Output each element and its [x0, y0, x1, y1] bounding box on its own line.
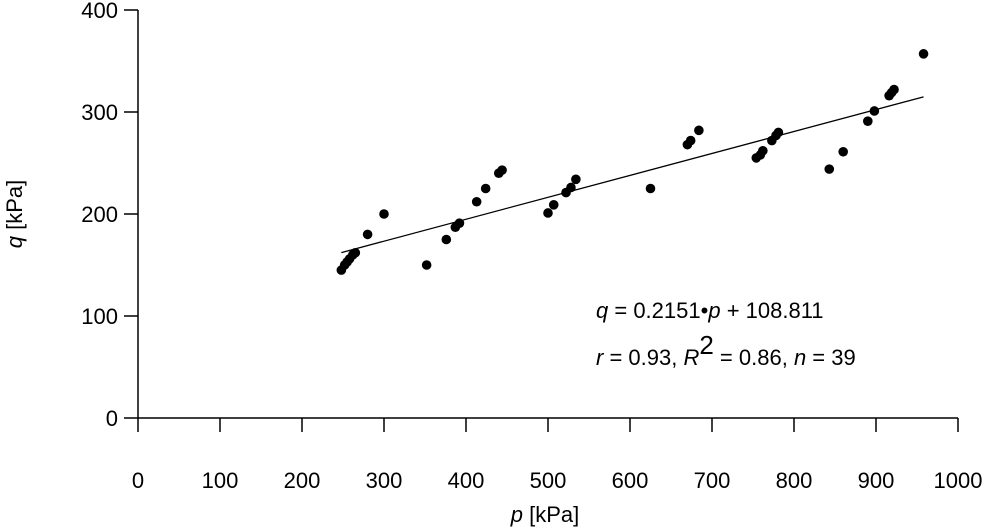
data-point	[548, 200, 559, 210]
eq-var-q: q	[596, 298, 609, 323]
x-tick-label: 900	[858, 468, 895, 493]
data-point	[480, 183, 491, 194]
regression-line	[341, 96, 924, 254]
stat-r-text: = 0.93,	[603, 345, 683, 370]
eq-var-p: p	[707, 298, 720, 323]
x-tick-label: 200	[284, 468, 321, 493]
eq-tail: + 108.811	[721, 298, 824, 323]
stat-R-var: R	[683, 345, 699, 370]
x-axis-unit: [kPa]	[523, 502, 579, 527]
x-tick-label: 700	[694, 468, 731, 493]
data-point	[497, 165, 507, 175]
stat-n-var: n	[794, 345, 806, 370]
y-tick-label: 0	[106, 406, 118, 431]
data-point	[543, 208, 553, 218]
data-point	[471, 196, 482, 207]
x-tick-label: 400	[448, 468, 485, 493]
y-axis-label: q [kPa]	[2, 180, 27, 249]
stats-line: r = 0.93, R2 = 0.86, n = 39	[596, 330, 856, 370]
y-tick-label: 400	[81, 0, 118, 23]
data-point	[838, 146, 848, 157]
data-point	[918, 49, 929, 59]
x-axis-var: p	[510, 502, 523, 527]
data-point	[566, 182, 576, 193]
stat-R-sup: 2	[699, 330, 713, 360]
x-tick-label: 1000	[934, 468, 983, 493]
data-point	[454, 218, 465, 228]
y-axis-unit: [kPa]	[2, 180, 27, 236]
y-tick-label: 100	[81, 304, 118, 329]
data-point	[379, 209, 389, 219]
data-point	[441, 234, 452, 245]
data-point	[694, 125, 704, 136]
x-tick-label: 500	[530, 468, 567, 493]
data-point	[571, 174, 581, 185]
y-tick-label: 200	[81, 202, 118, 227]
data-point	[824, 164, 835, 174]
x-tick-label: 300	[366, 468, 403, 493]
eq-mid: = 0.2151•	[608, 298, 708, 323]
x-tick-label: 0	[132, 468, 144, 493]
data-point	[350, 247, 361, 258]
data-points	[336, 49, 929, 275]
data-point	[869, 106, 880, 116]
x-axis-label: p [kPa]	[510, 502, 580, 527]
y-ticks: 0 100 200 300 400	[81, 0, 138, 431]
y-tick-label: 300	[81, 100, 118, 125]
stat-R-text: = 0.86,	[714, 345, 794, 370]
stat-r-var: r	[596, 345, 605, 370]
data-point	[421, 260, 432, 270]
x-tick-label: 100	[202, 468, 239, 493]
x-ticks: 0 100 200 300 400 500 600 700 800 900 1000	[132, 418, 983, 493]
data-point	[685, 135, 696, 146]
equation-line: q = 0.2151•p + 108.811	[596, 298, 824, 323]
stat-n-text: = 39	[806, 345, 856, 370]
data-point	[773, 127, 784, 138]
regression-line-group	[341, 96, 924, 254]
data-point	[758, 145, 768, 156]
data-point	[645, 183, 656, 194]
x-tick-label: 800	[776, 468, 813, 493]
x-tick-label: 600	[612, 468, 649, 493]
data-point	[889, 84, 899, 95]
data-point	[362, 229, 373, 240]
y-axis-var: q	[2, 235, 27, 248]
data-point	[863, 116, 873, 126]
